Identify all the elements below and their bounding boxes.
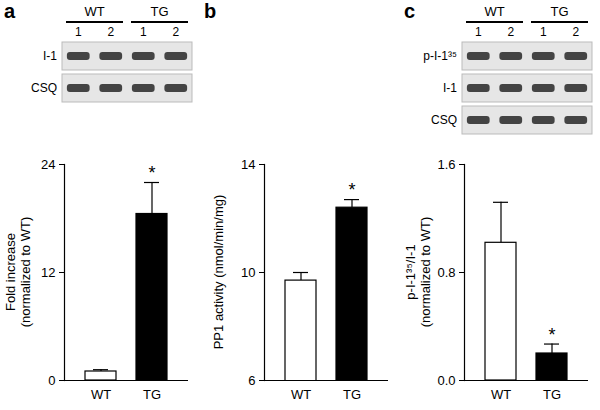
svg-text:1: 1 [475, 25, 482, 39]
svg-text:14: 14 [241, 157, 255, 172]
svg-text:24: 24 [41, 157, 55, 172]
svg-text:2: 2 [507, 25, 514, 39]
svg-text:TG: TG [543, 387, 561, 402]
html-text:c: c [404, 0, 416, 22]
html-text:PP1 activity (nmol/min/mg): PP1 activity (nmol/min/mg) [210, 194, 226, 350]
svg-text:TG: TG [550, 4, 568, 19]
html-text:b: b [204, 0, 217, 22]
svg-text:2: 2 [107, 25, 114, 39]
svg-text:1: 1 [75, 25, 82, 39]
svg-text:WT: WT [84, 4, 104, 19]
svg-text:p-I-1³⁵: p-I-1³⁵ [423, 49, 457, 63]
svg-text:12: 12 [41, 265, 55, 280]
svg-text:2: 2 [572, 25, 579, 39]
svg-text:*: * [348, 180, 355, 200]
svg-text:0: 0 [48, 373, 55, 388]
svg-text:0.0: 0.0 [437, 373, 455, 388]
svg-text:10: 10 [241, 265, 255, 280]
svg-text:WT: WT [91, 387, 111, 402]
svg-text:CSQ: CSQ [31, 81, 57, 95]
svg-text:WT: WT [291, 387, 311, 402]
svg-text:6: 6 [248, 373, 255, 388]
html-text:Fold increase (normalized to W: Fold increase (normalized to WT) [3, 216, 33, 328]
svg-text:TG: TG [150, 4, 168, 19]
html-text:a: a [4, 0, 16, 22]
svg-text:2: 2 [172, 25, 179, 39]
svg-text:I-1: I-1 [443, 81, 457, 95]
svg-text:WT: WT [484, 4, 504, 19]
svg-text:TG: TG [143, 387, 161, 402]
svg-text:0.8: 0.8 [437, 265, 455, 280]
svg-text:TG: TG [343, 387, 361, 402]
svg-text:*: * [548, 325, 555, 345]
svg-text:1.6: 1.6 [437, 157, 455, 172]
svg-text:1: 1 [140, 25, 147, 39]
html-text:p-I-1³⁵/I-1 (normalized to WT): p-I-1³⁵/I-1 (normalized to WT) [403, 216, 433, 328]
svg-text:WT: WT [491, 387, 511, 402]
svg-text:*: * [148, 163, 155, 183]
svg-text:I-1: I-1 [43, 49, 57, 63]
svg-text:1: 1 [540, 25, 547, 39]
svg-text:CSQ: CSQ [431, 113, 457, 127]
